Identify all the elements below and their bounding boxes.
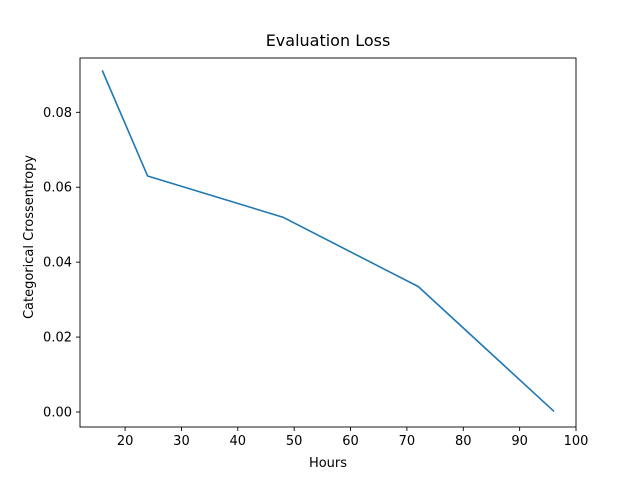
x-tick-label: 50 [286, 434, 303, 449]
x-tick-label: 70 [399, 434, 416, 449]
x-tick-label: 80 [455, 434, 472, 449]
x-axis-label: Hours [309, 456, 347, 471]
y-axis-label: Categorical Crossentropy [22, 155, 37, 319]
x-tick-label: 90 [511, 434, 528, 449]
y-tick-label: 0.08 [43, 106, 72, 121]
x-tick-label: 40 [230, 434, 247, 449]
series-line-0 [101, 70, 555, 413]
plot-frame [79, 57, 577, 428]
plot-area: 20 30 40 50 60 70 80 90 100 0.00 0.02 0.04 0.06 0.08 [43, 57, 589, 449]
y-tick-label: 0.06 [43, 181, 72, 196]
y-tick-label: 0.04 [43, 256, 72, 271]
chart-title: Evaluation Loss [266, 31, 391, 50]
x-tick-label: 20 [117, 434, 134, 449]
x-tick-label: 60 [342, 434, 359, 449]
x-tick-label: 30 [173, 434, 190, 449]
y-tick-label: 0.02 [43, 331, 72, 346]
y-tick-label: 0.00 [43, 406, 72, 421]
x-tick-label: 100 [564, 434, 589, 449]
